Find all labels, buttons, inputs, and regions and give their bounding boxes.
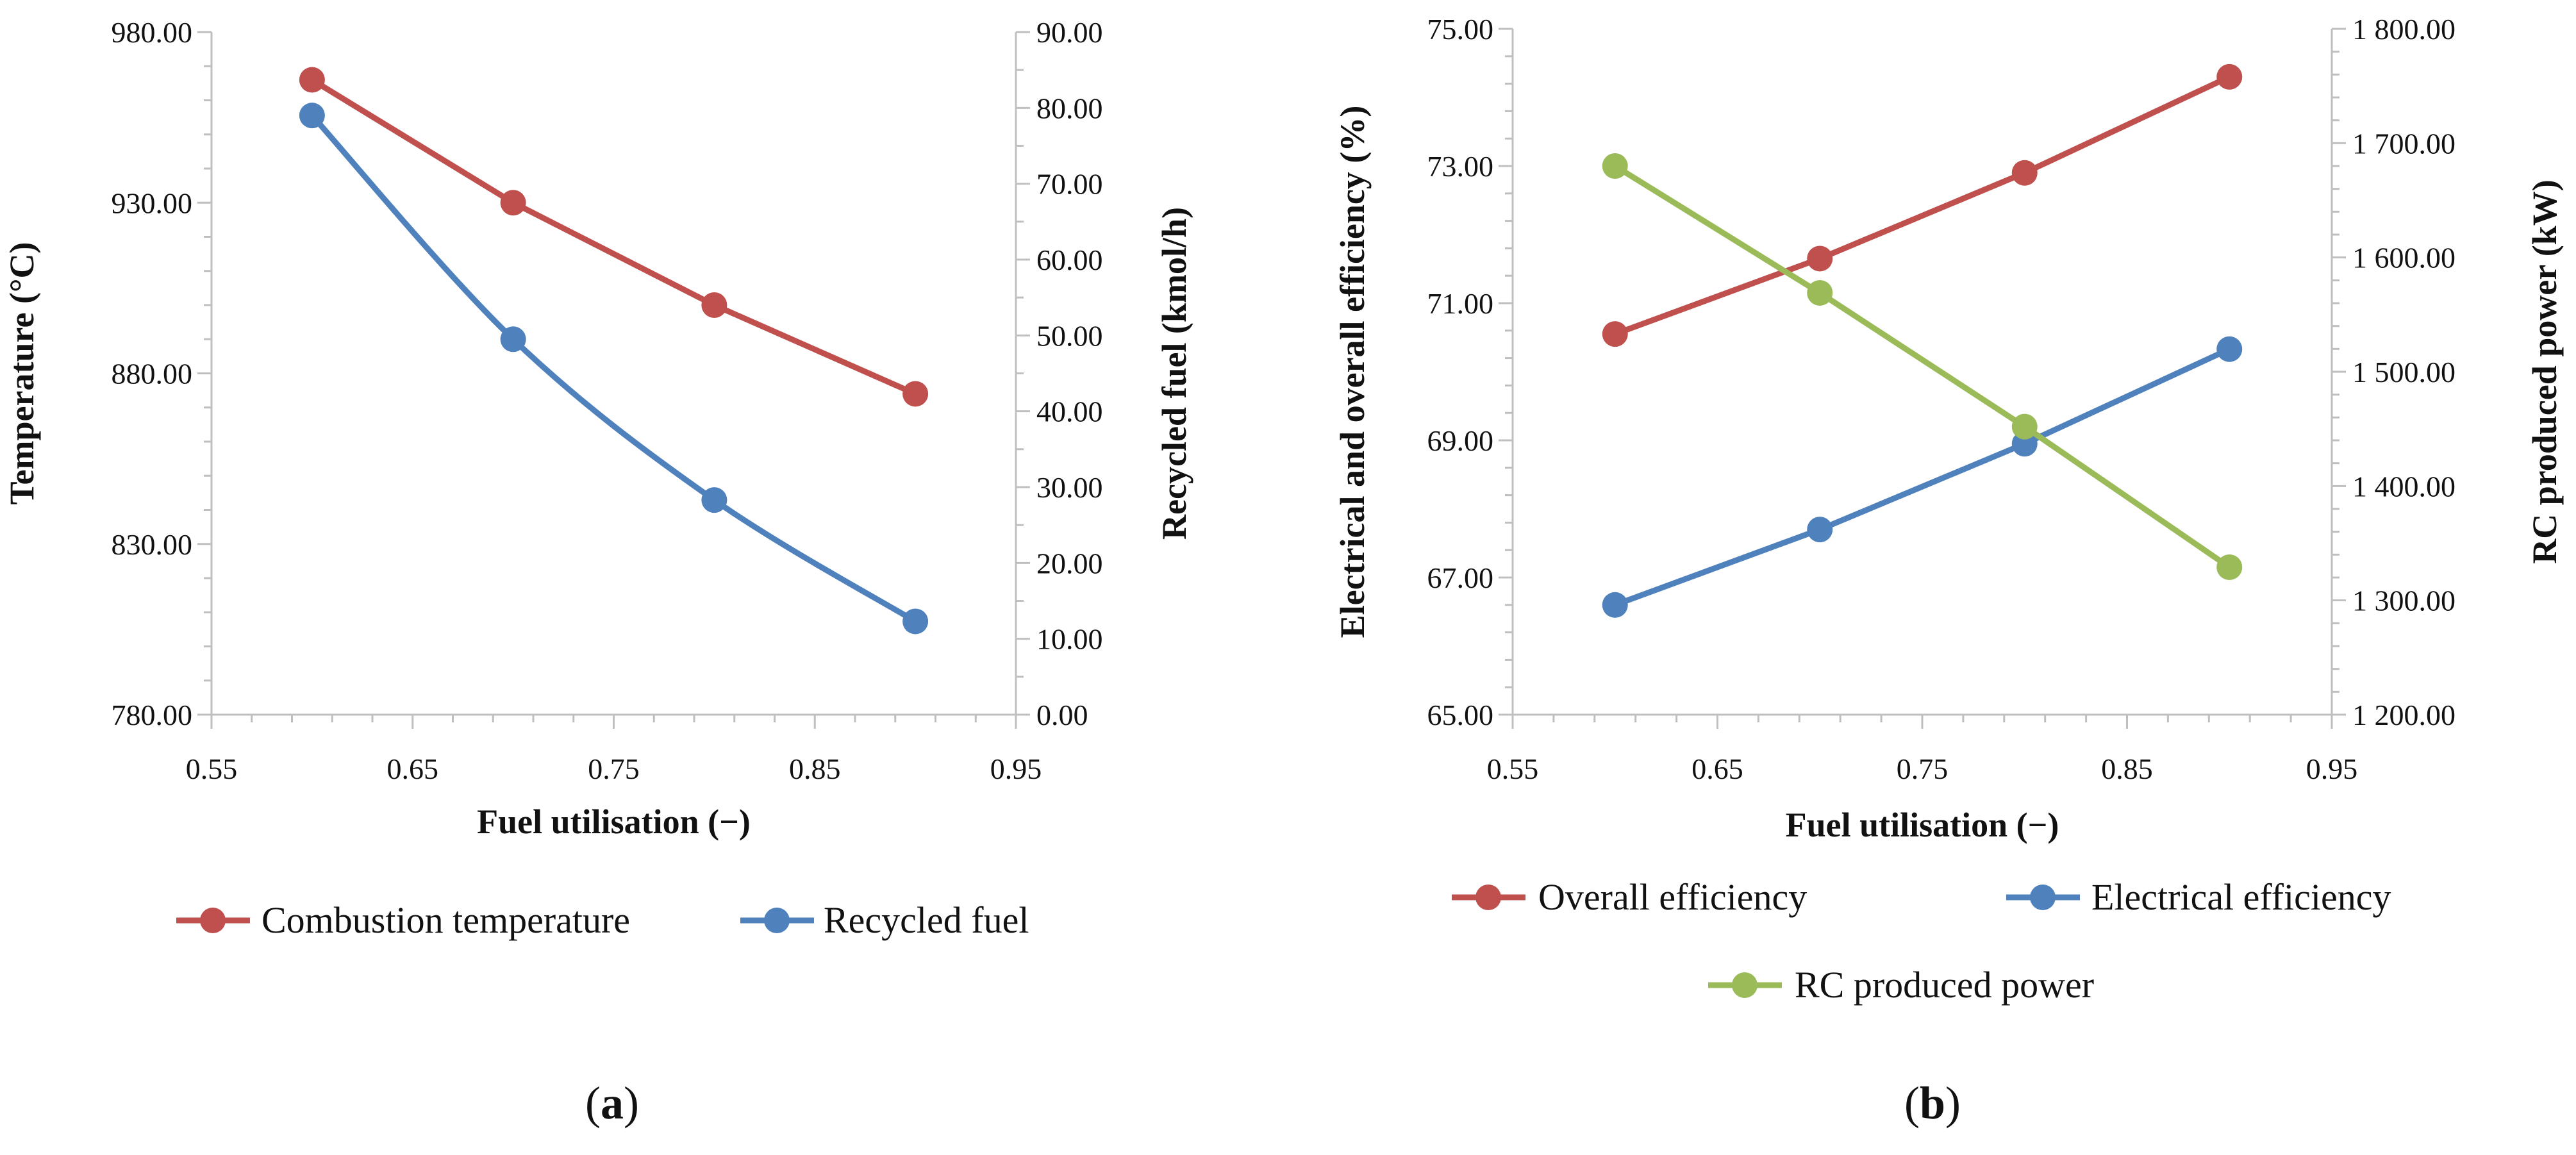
chart-a: 780.00 830.00 880.00 930.00 980.00 0.00 10.00 2… bbox=[3, 16, 1193, 1129]
data-point-rc-produced-power bbox=[2216, 554, 2243, 580]
legend-swatch-marker bbox=[200, 908, 226, 933]
y-left-tick-label: 880.00 bbox=[112, 358, 193, 390]
x-axis-title: Fuel utilisation (−) bbox=[1786, 806, 2059, 844]
legend-label: Recycled fuel bbox=[824, 899, 1029, 941]
data-point-rc-produced-power bbox=[1602, 153, 1628, 179]
series-line-electrical-efficiency bbox=[1614, 346, 2231, 608]
series-line-recycled-fuel bbox=[310, 113, 917, 624]
y-right-tick-label: 1 500.00 bbox=[2352, 356, 2456, 388]
panel-label-letter: a bbox=[601, 1077, 624, 1129]
data-point-electrical-efficiency bbox=[1807, 517, 1833, 543]
legend-label: Combustion temperature bbox=[262, 899, 630, 941]
data-point-electrical-efficiency bbox=[1602, 592, 1628, 618]
y-right-tick-label: 1 600.00 bbox=[2352, 242, 2456, 274]
y-right-tick-label: 1 300.00 bbox=[2352, 585, 2456, 617]
x-tick-label: 0.55 bbox=[1487, 752, 1539, 785]
y-axis-left-title: Electrical and overall efficiency (%) bbox=[1333, 106, 1372, 638]
x-tick-label: 0.85 bbox=[2101, 752, 2153, 785]
data-point-combustion-temperature bbox=[500, 190, 526, 216]
x-tick-label: 0.55 bbox=[186, 752, 238, 785]
y-right-tick-label: 90.00 bbox=[1036, 16, 1103, 49]
panel-label-letter: b bbox=[1920, 1077, 1945, 1129]
data-point-combustion-temperature bbox=[299, 67, 325, 93]
y-left-tick-label: 69.00 bbox=[1427, 424, 1494, 457]
legend-swatch-marker bbox=[764, 908, 790, 933]
data-point-overall-efficiency bbox=[1602, 321, 1628, 347]
y-right-tick-label: 70.00 bbox=[1036, 168, 1103, 201]
y-left-tick-label: 75.00 bbox=[1427, 13, 1494, 46]
data-point-recycled-fuel bbox=[299, 103, 325, 129]
y-right-tick-label: 50.00 bbox=[1036, 319, 1103, 352]
data-point-overall-efficiency bbox=[1807, 245, 1833, 272]
y-right-tick-label: 80.00 bbox=[1036, 92, 1103, 124]
y-axis-left-title: Temperature (°C) bbox=[3, 242, 41, 504]
legend-swatch-marker bbox=[1475, 885, 1501, 910]
panel-label-close-paren: ) bbox=[624, 1077, 639, 1129]
legend-item-combustion-temperature: Combustion temperature bbox=[176, 899, 630, 941]
y-left-tick-label: 65.00 bbox=[1427, 699, 1494, 731]
y-right-tick-label: 20.00 bbox=[1036, 547, 1103, 579]
y-left-tick-label: 73.00 bbox=[1427, 150, 1494, 183]
y-left-tick-label: 930.00 bbox=[112, 187, 193, 219]
y-left-tick-label: 830.00 bbox=[112, 528, 193, 561]
data-point-combustion-temperature bbox=[902, 381, 929, 407]
y-right-tick-label: 60.00 bbox=[1036, 244, 1103, 276]
x-tick-label: 0.95 bbox=[2306, 752, 2358, 785]
legend-label: Overall efficiency bbox=[1538, 876, 1807, 918]
y-right-tick-label: 0.00 bbox=[1036, 699, 1088, 731]
data-point-electrical-efficiency bbox=[2216, 336, 2243, 362]
y-left-tick-label: 71.00 bbox=[1427, 287, 1494, 320]
series-line-rc-produced-power bbox=[1613, 163, 2231, 570]
y-right-tick-label: 1 700.00 bbox=[2352, 127, 2456, 160]
legend-item-overall-efficiency: Overall efficiency bbox=[1452, 876, 1807, 918]
panel-label-open-paren: ( bbox=[585, 1077, 601, 1129]
chart-b: 65.00 67.00 69.00 71.00 73.00 75.00 1 200.00 1 … bbox=[1333, 13, 2564, 1129]
x-tick-label: 0.75 bbox=[588, 752, 640, 785]
data-point-rc-produced-power bbox=[2011, 413, 2038, 440]
x-tick-label: 0.95 bbox=[990, 752, 1042, 785]
panel-label-close-paren: ) bbox=[1945, 1077, 1961, 1129]
y-axis-right-title: Recycled fuel (kmol/h) bbox=[1155, 207, 1193, 540]
y-left-tick-label: 780.00 bbox=[112, 699, 193, 731]
y-right-tick-label: 30.00 bbox=[1036, 471, 1103, 504]
y-right-tick-label: 1 400.00 bbox=[2352, 470, 2456, 503]
data-point-overall-efficiency bbox=[2216, 63, 2243, 90]
x-axis-title: Fuel utilisation (−) bbox=[477, 802, 751, 841]
data-point-recycled-fuel bbox=[701, 487, 727, 513]
panel-label: (b) bbox=[1904, 1077, 1961, 1129]
y-left-tick-label: 980.00 bbox=[112, 16, 193, 49]
y-right-tick-label: 1 800.00 bbox=[2352, 13, 2456, 46]
legend-item-electrical-efficiency: Electrical efficiency bbox=[2006, 876, 2391, 918]
legend-swatch-marker bbox=[2030, 885, 2056, 910]
x-tick-label: 0.65 bbox=[1691, 752, 1743, 785]
y-axis-right-title: RC produced power (kW) bbox=[2525, 179, 2564, 564]
data-point-recycled-fuel bbox=[902, 608, 929, 635]
x-tick-label: 0.65 bbox=[387, 752, 439, 785]
panel-label-open-paren: ( bbox=[1904, 1077, 1920, 1129]
panel-label: (a) bbox=[585, 1077, 639, 1129]
legend-label: RC produced power bbox=[1795, 964, 2094, 1006]
data-point-combustion-temperature bbox=[701, 292, 727, 318]
data-point-rc-produced-power bbox=[1807, 279, 1833, 306]
series-line-combustion-temperature bbox=[310, 77, 917, 397]
y-right-tick-label: 10.00 bbox=[1036, 623, 1103, 656]
data-point-recycled-fuel bbox=[500, 326, 526, 353]
legend-label: Electrical efficiency bbox=[2091, 876, 2391, 918]
legend-swatch-marker bbox=[1732, 972, 1757, 998]
series-line-overall-efficiency bbox=[1614, 74, 2231, 337]
y-right-tick-label: 1 200.00 bbox=[2352, 699, 2456, 731]
x-tick-label: 0.85 bbox=[789, 752, 841, 785]
legend-item-recycled-fuel: Recycled fuel bbox=[740, 899, 1029, 941]
y-left-tick-label: 67.00 bbox=[1427, 561, 1494, 594]
y-right-tick-label: 40.00 bbox=[1036, 395, 1103, 428]
data-point-overall-efficiency bbox=[2011, 160, 2038, 186]
legend-item-rc-produced-power: RC produced power bbox=[1708, 964, 2094, 1006]
x-tick-label: 0.75 bbox=[1897, 752, 1949, 785]
